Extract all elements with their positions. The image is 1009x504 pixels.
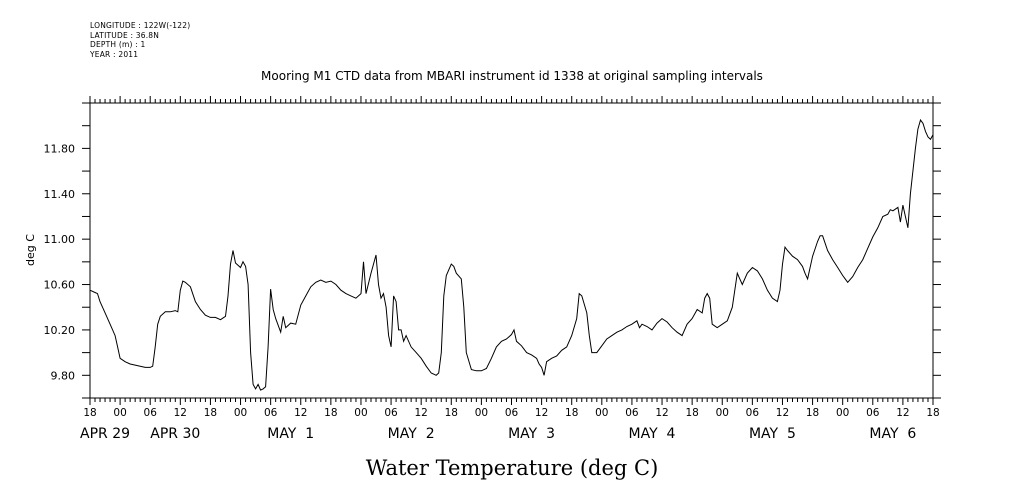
x-date-label: APR 30 xyxy=(150,426,200,442)
meta-depth: DEPTH (m) : 1 xyxy=(90,40,146,49)
minor-ticks xyxy=(89,96,934,405)
y-axis-label: deg C xyxy=(24,234,37,266)
x-hour-tick-label: 18 xyxy=(926,407,939,419)
x-axis-label: Water Temperature (deg C) xyxy=(366,456,659,480)
x-hour-tick-label: 00 xyxy=(113,407,126,419)
x-date-label: MAY 5 xyxy=(749,426,796,442)
x-hour-tick-label: 12 xyxy=(776,407,789,419)
y-tick-label: 11.40 xyxy=(44,188,76,201)
x-date-label: MAY 4 xyxy=(629,426,676,442)
y-tick-label: 9.80 xyxy=(51,369,76,382)
x-hour-tick-label: 06 xyxy=(746,407,760,419)
x-hour-tick-label: 00 xyxy=(716,407,729,419)
x-hour-tick-label: 06 xyxy=(144,407,158,419)
y-axis: 9.80 10.20 10.60 11.00 11.40 11.80 xyxy=(44,102,941,399)
x-date-label: MAY 1 xyxy=(267,426,314,442)
x-hour-tick-label: 18 xyxy=(324,407,337,419)
x-hour-tick-label: 12 xyxy=(414,407,427,419)
x-hour-tick-label: 00 xyxy=(234,407,247,419)
x-hour-tick-label: 00 xyxy=(836,407,849,419)
series-line xyxy=(89,118,934,391)
x-hour-tick-label: 18 xyxy=(806,407,819,419)
x-hour-tick-label: 18 xyxy=(83,407,96,419)
y-tick-label: 10.60 xyxy=(44,279,76,292)
meta-latitude: LATITUDE : 36.8N xyxy=(90,30,160,40)
x-hour-tick-label: 18 xyxy=(204,407,217,419)
plot-frame xyxy=(89,102,934,399)
x-hour-tick-label: 06 xyxy=(505,407,519,419)
x-hour-tick-label: 06 xyxy=(384,407,398,419)
x-hour-tick-label: 00 xyxy=(354,407,367,419)
x-hour-tick-label: 12 xyxy=(174,407,187,419)
x-hour-tick-label: 06 xyxy=(264,407,278,419)
chart-title: Mooring M1 CTD data from MBARI instrumen… xyxy=(261,69,763,83)
x-hour-tick-label: 18 xyxy=(565,407,578,419)
x-hour-tick-label: 18 xyxy=(445,407,458,419)
x-hour-tick-label: 12 xyxy=(294,407,307,419)
x-hour-tick-label: 12 xyxy=(655,407,668,419)
x-hour-tick-label: 12 xyxy=(535,407,548,419)
x-date-label: MAY 2 xyxy=(388,426,435,442)
y-tick-label: 10.20 xyxy=(44,324,76,337)
x-hour-tick-label: 18 xyxy=(685,407,698,419)
x-hour-tick-label: 06 xyxy=(866,407,880,419)
header-meta: LONGITUDE : 122W(-122) LATITUDE : 36.8N … xyxy=(90,21,190,59)
x-hour-tick-label: 12 xyxy=(896,407,909,419)
x-hour-tick-label: 00 xyxy=(475,407,488,419)
y-tick-label: 11.80 xyxy=(44,142,76,155)
x-hour-tick-label: 00 xyxy=(595,407,608,419)
y-tick-label: 11.00 xyxy=(44,233,76,246)
x-date-label: APR 29 xyxy=(80,426,130,442)
meta-longitude: LONGITUDE : 122W(-122) xyxy=(90,21,191,30)
x-hour-tick-label: 06 xyxy=(625,407,639,419)
x-date-label: MAY 6 xyxy=(869,426,916,442)
meta-year: YEAR : 2011 xyxy=(90,49,139,59)
x-axis: 18 00 06 12 18 00 06 12 18 00 06 12 18 00 06 12 18 00 06 12… xyxy=(80,407,940,442)
x-date-label: MAY 3 xyxy=(508,426,555,442)
